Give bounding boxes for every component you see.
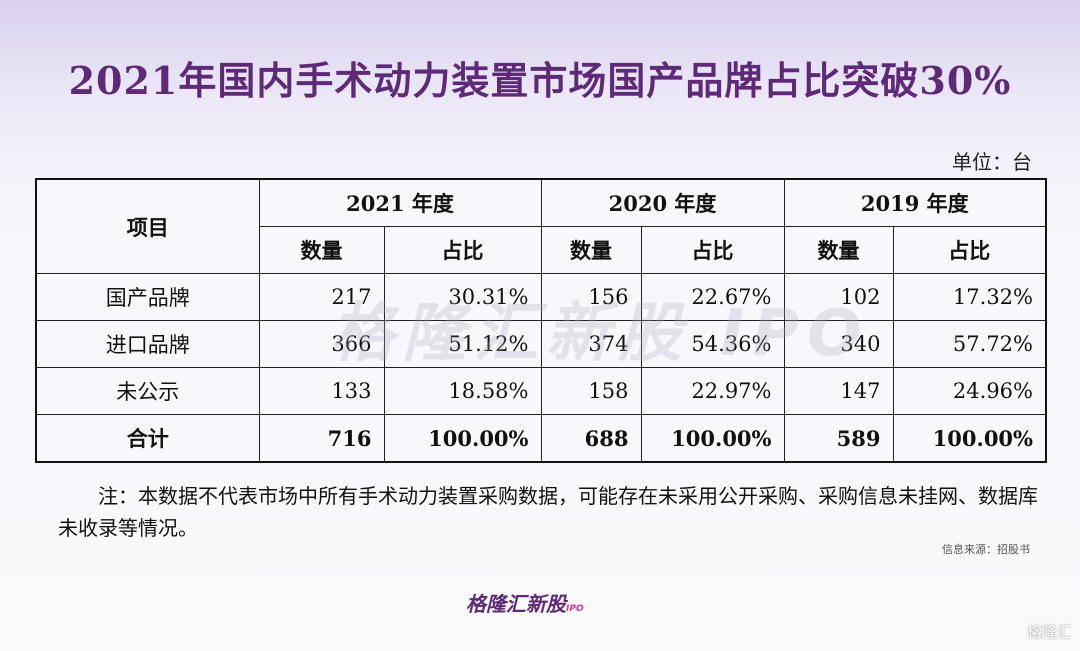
quantity-cell: 158 xyxy=(540,367,642,415)
share-cell: 22.97% xyxy=(640,367,785,415)
share-cell: 57.72% xyxy=(892,320,1047,368)
row-label: 国产品牌 xyxy=(35,273,260,321)
share-cell: 24.96% xyxy=(892,367,1047,415)
quantity-cell: 688 xyxy=(540,414,642,463)
data-table: 项目 2021 年度 2020 年度 2019 年度 数量 占比 数量 占比 数… xyxy=(35,178,1047,463)
table-row: 国产品牌 217 30.31% 156 22.67% 102 17.32% xyxy=(35,273,1047,321)
logo-text: 格隆汇新股 xyxy=(466,592,566,616)
header-share: 占比 xyxy=(383,226,542,274)
header-year: 2021 年度 xyxy=(258,178,542,227)
row-label: 未公示 xyxy=(35,367,260,415)
table-row: 进口品牌 366 51.12% 374 54.36% 340 57.72% xyxy=(35,320,1047,368)
quantity-cell: 147 xyxy=(783,367,894,415)
quantity-cell: 366 xyxy=(258,320,385,368)
header-share: 占比 xyxy=(892,226,1047,274)
share-cell: 22.67% xyxy=(640,273,785,321)
table-row: 未公示 133 18.58% 158 22.97% 147 24.96% xyxy=(35,367,1047,415)
header-quantity: 数量 xyxy=(540,226,642,274)
footnote: 注：本数据不代表市场中所有手术动力装置采购数据，可能存在未采用公开采购、采购信息… xyxy=(58,484,1038,540)
share-cell: 18.58% xyxy=(383,367,542,415)
share-cell: 100.00% xyxy=(892,414,1047,463)
share-cell: 51.12% xyxy=(383,320,542,368)
quantity-cell: 340 xyxy=(783,320,894,368)
quantity-cell: 156 xyxy=(540,273,642,321)
row-label: 进口品牌 xyxy=(35,320,260,368)
source-label: 信息来源：招股书 xyxy=(942,543,1030,556)
header-year: 2019 年度 xyxy=(783,178,1047,227)
corner-logo: 格隆汇 xyxy=(1026,623,1072,641)
share-cell: 17.32% xyxy=(892,273,1047,321)
table-row: 合计 716 100.00% 688 100.00% 589 100.00% xyxy=(35,414,1047,463)
quantity-cell: 217 xyxy=(258,273,385,321)
header-item: 项目 xyxy=(35,178,260,274)
quantity-cell: 102 xyxy=(783,273,894,321)
header-quantity: 数量 xyxy=(783,226,894,274)
quantity-cell: 716 xyxy=(258,414,385,463)
logo-sub: IPO xyxy=(566,604,584,614)
header-quantity: 数量 xyxy=(258,226,385,274)
quantity-cell: 133 xyxy=(258,367,385,415)
page-title: 2021年国内手术动力装置市场国产品牌占比突破30% xyxy=(68,58,1012,103)
brand-logo: 格隆汇新股IPO xyxy=(466,588,584,617)
share-cell: 30.31% xyxy=(383,273,542,321)
quantity-cell: 374 xyxy=(540,320,642,368)
quantity-cell: 589 xyxy=(783,414,894,463)
share-cell: 100.00% xyxy=(383,414,542,463)
header-year: 2020 年度 xyxy=(540,178,785,227)
row-label: 合计 xyxy=(35,414,260,463)
share-cell: 100.00% xyxy=(640,414,785,463)
share-cell: 54.36% xyxy=(640,320,785,368)
header-share: 占比 xyxy=(640,226,785,274)
unit-label: 单位：台 xyxy=(952,150,1032,174)
